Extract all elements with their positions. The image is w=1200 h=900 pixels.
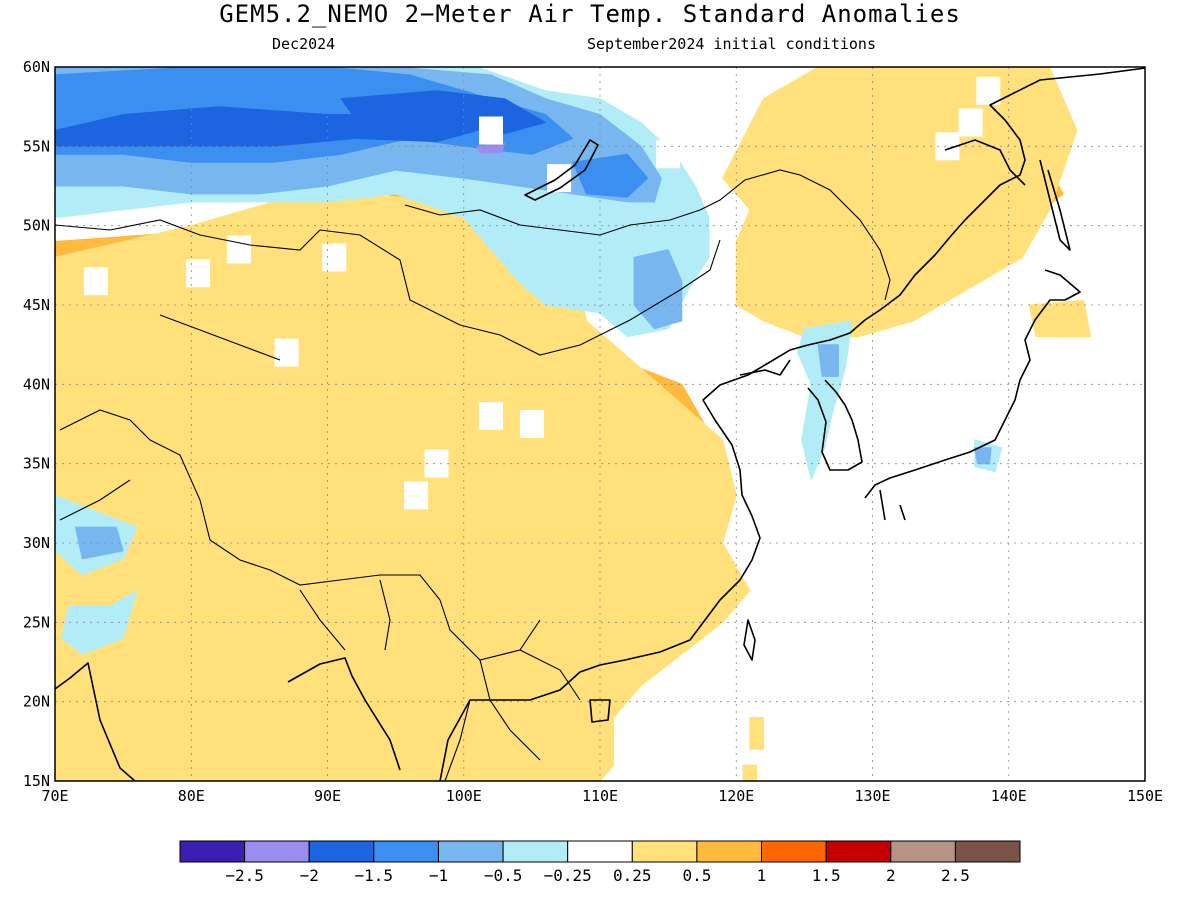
- lon-tick-150E: 150E: [1127, 787, 1163, 805]
- lat-tick-35N: 35N: [23, 455, 50, 473]
- colorbar-tick-8: 1: [757, 866, 767, 885]
- lat-tick-30N: 30N: [23, 534, 50, 552]
- missing-cell-1: [186, 259, 211, 288]
- colorbar-tick-10: 2: [886, 866, 896, 885]
- colorbar-tick-11: 2.5: [941, 866, 970, 885]
- anomaly-region-34: [633, 249, 683, 330]
- init-conditions-label: September2024 initial conditions: [587, 35, 876, 53]
- coastlines-and-borders: [55, 67, 1145, 781]
- anomaly-region-37: [974, 447, 992, 465]
- bohai-coastline: [739, 359, 791, 376]
- hainan-coastline: [589, 699, 611, 723]
- colorbar-box-8: [696, 840, 763, 863]
- colorbar-tick-5: −0.25: [544, 866, 592, 885]
- anomaly-region-35: [74, 526, 124, 560]
- lake-baikal: [524, 139, 599, 201]
- lon-tick-100E: 100E: [446, 787, 482, 805]
- map-area: [55, 67, 1145, 781]
- latitude-tick-labels: 15N 20N 25N 30N 35N 40N 45N 50N 55N 60N: [23, 58, 50, 790]
- figure-title: GEM5.2_NEMO 2−Meter Air Temp. Standard A…: [219, 0, 961, 28]
- lon-tick-70E: 70E: [41, 787, 68, 805]
- colorbar-boxes: [179, 840, 1021, 863]
- missing-cell-8: [547, 164, 572, 193]
- missing-cell-13: [519, 410, 544, 438]
- map-frame: [54, 66, 1146, 782]
- missing-cell-9: [656, 140, 681, 169]
- lat-tick-40N: 40N: [23, 375, 50, 393]
- colorbar-tick-7: 0.5: [682, 866, 711, 885]
- taiwan-coastline: [743, 619, 756, 661]
- colorbar-tick-labels: −2.5 −2 −1.5 −1 −0.5 −0.25 0.25 0.5 1 1.5 2 2.5: [225, 866, 970, 885]
- sea-of-okhotsk-coast: [944, 139, 1026, 186]
- missing-cell-0: [83, 267, 108, 296]
- colorbar-tick-0: −2.5: [225, 866, 264, 885]
- lat-tick-25N: 25N: [23, 613, 50, 631]
- gridlines: [55, 67, 1145, 781]
- missing-data-cells: [83, 76, 1001, 510]
- anomaly-region-24: [1028, 299, 1091, 338]
- southeast-asia-borders: [444, 649, 581, 781]
- missing-cell-4: [274, 338, 299, 367]
- longitude-tick-labels: 70E 80E 90E 100E 110E 120E 130E 140E 150E: [41, 787, 1163, 805]
- anomaly-region-29: [61, 590, 138, 655]
- colorbar-box-10: [825, 840, 892, 863]
- missing-cell-3: [322, 243, 347, 272]
- colorbar: −2.5 −2 −1.5 −1 −0.5 −0.25 0.25 0.5 1 1.5 2 2.5: [179, 840, 1021, 885]
- mongolia-china-border: [319, 229, 721, 356]
- missing-cell-2: [226, 235, 251, 264]
- colorbar-tick-6: 0.25: [613, 866, 652, 885]
- colorbar-box-2: [308, 840, 375, 863]
- valid-month-label: Dec2024: [272, 35, 335, 53]
- missing-cell-14: [404, 481, 429, 510]
- asia-coastline: [55, 67, 1145, 781]
- colorbar-box-11: [890, 840, 956, 863]
- lat-tick-50N: 50N: [23, 217, 50, 235]
- anomaly-region-26: [742, 764, 758, 781]
- lat-tick-20N: 20N: [23, 693, 50, 711]
- sakhalin-coastline: [1039, 159, 1071, 251]
- missing-cell-5: [479, 402, 503, 431]
- missing-cell-12: [976, 76, 1001, 105]
- colorbar-tick-1: −2: [300, 866, 319, 885]
- lat-tick-55N: 55N: [23, 137, 50, 155]
- lon-tick-80E: 80E: [178, 787, 205, 805]
- colorbar-box-4: [438, 840, 504, 863]
- lon-tick-130E: 130E: [854, 787, 890, 805]
- lon-tick-120E: 120E: [718, 787, 754, 805]
- korea-coastline: [807, 379, 863, 471]
- tibet-himalaya-border: [149, 439, 441, 601]
- colorbar-box-7: [631, 840, 698, 863]
- colorbar-tick-2: −1.5: [355, 866, 394, 885]
- lat-tick-45N: 45N: [23, 296, 50, 314]
- colorbar-tick-4: −0.5: [484, 866, 523, 885]
- colorbar-box-3: [373, 840, 439, 863]
- kazakhstan-border: [55, 219, 321, 361]
- lon-tick-140E: 140E: [991, 787, 1027, 805]
- anomaly-region-23: [722, 67, 1078, 338]
- colorbar-box-12: [954, 840, 1021, 863]
- colorbar-box-1: [244, 840, 310, 863]
- colorbar-box-0: [179, 840, 246, 863]
- anomaly-region-36: [817, 344, 839, 377]
- colorbar-box-9: [761, 840, 827, 863]
- colorbar-box-6: [567, 840, 633, 863]
- lat-tick-60N: 60N: [23, 58, 50, 76]
- anomaly-region-39: [572, 153, 649, 198]
- missing-cell-7: [424, 449, 449, 478]
- russia-china-border: [404, 169, 891, 301]
- missing-cell-6: [479, 116, 503, 145]
- lon-tick-110E: 110E: [582, 787, 618, 805]
- colorbar-box-5: [502, 840, 569, 863]
- missing-cell-11: [958, 108, 983, 137]
- japan-coastline: [864, 269, 1081, 521]
- colorbar-tick-9: 1.5: [812, 866, 841, 885]
- colorbar-tick-3: −1: [429, 866, 448, 885]
- anomaly-region-25: [749, 717, 764, 750]
- south-asia-borders: [59, 409, 541, 661]
- lon-tick-90E: 90E: [314, 787, 341, 805]
- lat-tick-15N: 15N: [23, 772, 50, 790]
